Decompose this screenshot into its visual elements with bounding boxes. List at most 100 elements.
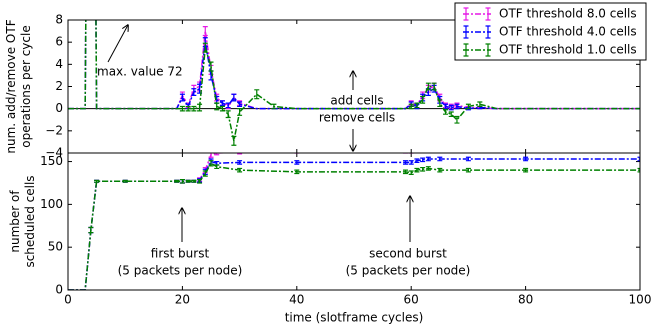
y-tick-label: 0 <box>55 101 63 115</box>
error-bar <box>437 156 443 162</box>
error-bar <box>191 105 197 112</box>
error-bar <box>437 145 442 148</box>
error-bar <box>208 160 214 167</box>
error-bar <box>179 93 185 102</box>
y-axis-label-line: scheduled cells <box>23 175 37 267</box>
x-axis-label: time (slotframe cycles) <box>285 311 424 325</box>
error-bar <box>185 105 191 112</box>
error-bar <box>179 178 185 184</box>
error-bar <box>425 166 431 171</box>
error-bar <box>214 102 220 111</box>
y-axis-label-line: num. add/remove OTF <box>4 19 18 153</box>
error-bar <box>88 226 94 234</box>
error-bar <box>408 170 414 176</box>
error-bar <box>431 82 437 91</box>
legend-swatch <box>463 25 469 39</box>
legend-swatch <box>463 7 469 21</box>
error-bar <box>420 95 426 104</box>
x-tick-label: 0 <box>64 293 72 307</box>
error-bar <box>208 61 214 72</box>
error-bar <box>174 179 180 183</box>
error-bar <box>237 108 243 116</box>
error-bar <box>443 109 449 115</box>
error-bar <box>465 167 471 173</box>
error-bar <box>179 105 185 112</box>
error-bar <box>414 158 420 164</box>
plot-area <box>68 20 640 146</box>
error-bar <box>425 156 431 162</box>
y-tick-label: 50 <box>48 240 63 254</box>
error-bar <box>202 26 208 37</box>
error-bar <box>523 145 528 148</box>
y-tick-label: 8 <box>55 13 63 27</box>
error-bar <box>202 170 208 177</box>
error-bar <box>637 167 640 173</box>
annotation: max. value 72 <box>97 65 183 79</box>
error-bar <box>294 169 300 175</box>
error-bar <box>197 178 203 184</box>
y-tick-label: −2 <box>45 123 63 137</box>
error-bar <box>219 105 225 112</box>
error-bar <box>437 99 443 108</box>
y-tick-label: 0 <box>55 283 63 297</box>
legend-label: OTF threshold 8.0 cells <box>499 7 637 21</box>
annotation: (5 packets per node) <box>346 264 471 278</box>
error-bar <box>454 103 460 110</box>
error-bar <box>185 179 191 183</box>
y-tick-label: 2 <box>55 79 63 93</box>
error-bar <box>225 102 231 109</box>
error-bar <box>94 179 100 183</box>
x-tick-label: 20 <box>175 293 190 307</box>
legend-label: OTF threshold 4.0 cells <box>499 25 637 39</box>
legend-box <box>454 2 647 61</box>
error-bar <box>237 167 243 173</box>
annotation: second burst <box>369 247 447 261</box>
y-tick-label: 100 <box>40 197 63 211</box>
error-bar <box>420 157 426 163</box>
x-tick-label: 40 <box>289 293 304 307</box>
error-bar <box>414 102 420 109</box>
legend-swatch <box>485 25 491 39</box>
error-bar <box>477 101 483 108</box>
error-bar <box>420 166 426 172</box>
error-bar <box>414 148 419 151</box>
error-bar <box>294 160 300 165</box>
legend-label: OTF threshold 1.0 cells <box>499 43 637 57</box>
error-bar <box>637 156 640 162</box>
y-axis-label-line: number of <box>8 190 22 253</box>
annotation-arrow <box>107 25 128 63</box>
error-bar <box>402 153 408 154</box>
error-bar <box>214 153 220 156</box>
error-bar <box>523 167 529 173</box>
error-bar <box>254 89 260 100</box>
error-bar <box>426 145 431 148</box>
error-bar <box>237 160 243 165</box>
error-bar <box>214 164 220 170</box>
error-bar <box>225 110 231 119</box>
annotation: add cells <box>330 94 383 108</box>
error-bar <box>231 93 237 102</box>
y-axis-label: num. add/remove OTFoperations per cycle <box>4 19 33 153</box>
y-tick-label: 150 <box>40 154 63 168</box>
legend-swatch <box>485 7 491 21</box>
error-bar <box>122 179 128 183</box>
error-bar <box>448 111 454 118</box>
error-bar <box>437 167 443 173</box>
y-axis-label-line: operations per cycle <box>19 25 33 147</box>
x-tick-label: 80 <box>518 293 533 307</box>
error-bar <box>191 88 197 96</box>
error-bar <box>466 145 471 148</box>
error-bar <box>465 156 471 162</box>
error-bar <box>231 135 237 146</box>
error-bar <box>408 103 414 110</box>
error-bar <box>237 101 243 108</box>
error-bar <box>402 160 408 165</box>
error-bar <box>425 82 431 91</box>
error-bar <box>271 103 277 110</box>
y-tick-label: −4 <box>45 146 63 160</box>
error-bar <box>408 160 414 165</box>
legend-swatch <box>485 43 491 57</box>
legend-swatch <box>463 43 469 57</box>
error-bar <box>197 103 203 112</box>
